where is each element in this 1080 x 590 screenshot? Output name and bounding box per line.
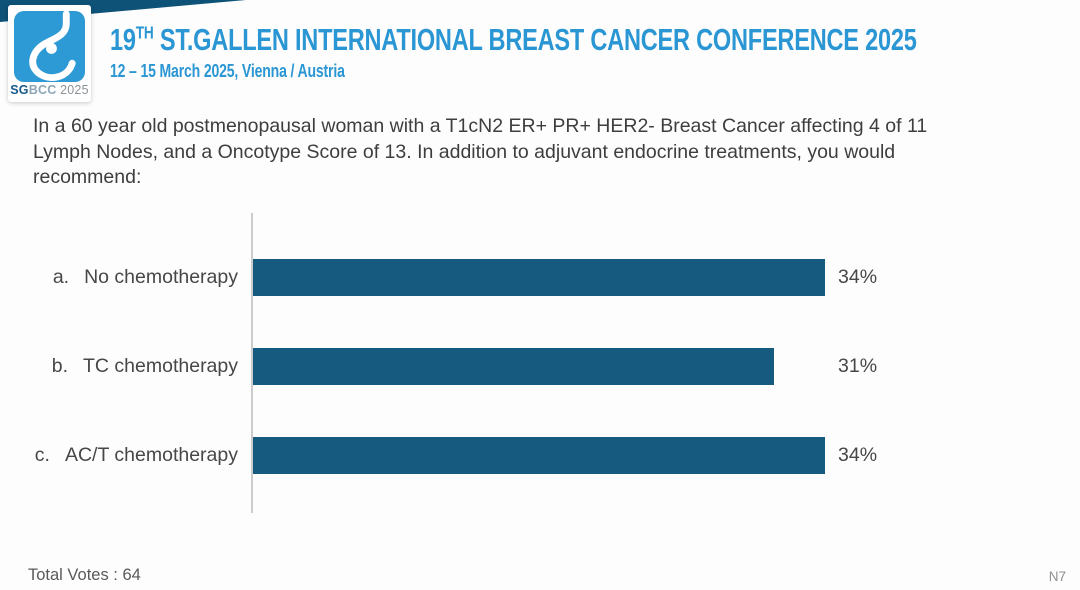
logo-text-sg: SG <box>10 83 29 97</box>
header-title-block: 19TH ST.GALLEN INTERNATIONAL BREAST CANC… <box>110 22 1080 82</box>
question-line: recommend: <box>33 166 142 188</box>
category-label: b. TC chemotherapy <box>0 348 238 385</box>
conference-title: 19TH ST.GALLEN INTERNATIONAL BREAST CANC… <box>110 22 917 58</box>
value-label: 34% <box>838 444 878 466</box>
option-letter: c. <box>34 444 50 466</box>
question-line: Lymph Nodes, and a Oncotype Score of 13.… <box>33 140 896 163</box>
value-label: 31% <box>838 355 878 377</box>
option-letter: a. <box>52 266 70 288</box>
bar <box>253 437 825 474</box>
logo-wordmark: SGBCC 2025 <box>8 83 91 97</box>
logo-square <box>14 11 85 82</box>
slide-code: N7 <box>1048 569 1066 584</box>
title-number: 19 <box>110 22 136 57</box>
title-ordinal: TH <box>135 22 154 43</box>
chart-row: b. TC chemotherapy 31% <box>0 348 1080 385</box>
total-votes: Total Votes : 64 <box>28 566 141 584</box>
value-label: 34% <box>838 266 878 288</box>
logo-text-year: 2025 <box>60 83 89 97</box>
chart-row: c. AC/T chemotherapy 34% <box>0 437 1080 474</box>
option-text: TC chemotherapy <box>83 355 238 377</box>
title-text: ST.GALLEN INTERNATIONAL BREAST CANCER CO… <box>153 22 917 57</box>
conference-subtitle: 12 – 15 March 2025, Vienna / Austria <box>110 61 345 81</box>
bar <box>253 348 774 385</box>
chart-axis <box>251 213 253 513</box>
category-label: c. AC/T chemotherapy <box>0 437 238 474</box>
category-label: a. No chemotherapy <box>0 259 238 296</box>
option-text: AC/T chemotherapy <box>64 444 238 466</box>
sgbcc-logo: SGBCC 2025 <box>8 5 91 102</box>
question-text: In a 60 year old postmenopausal woman wi… <box>33 114 1053 191</box>
question-line: In a 60 year old postmenopausal woman wi… <box>33 115 928 137</box>
chart-row: a. No chemotherapy 34% <box>0 259 1080 296</box>
option-text: No chemotherapy <box>84 266 238 288</box>
bar <box>253 259 825 296</box>
option-letter: b. <box>51 355 69 377</box>
breast-drop-icon <box>29 11 76 81</box>
logo-text-bcc: BCC <box>28 83 57 97</box>
